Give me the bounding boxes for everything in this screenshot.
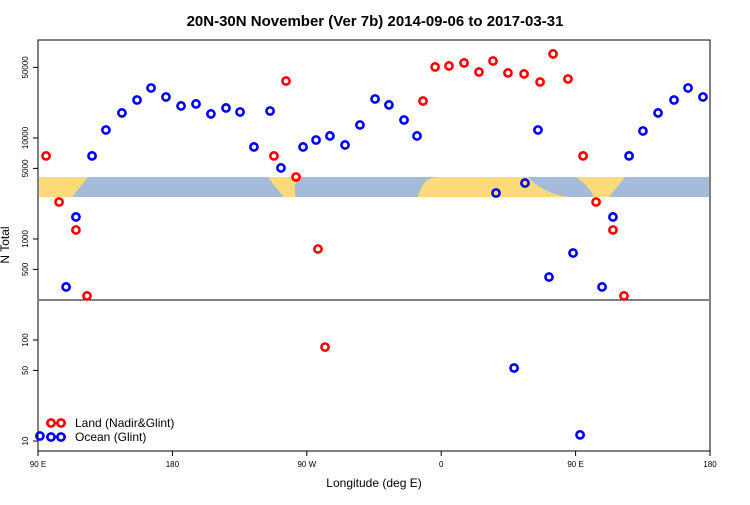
point	[474, 67, 484, 77]
x-tick-label: 0	[439, 460, 444, 469]
point	[340, 140, 350, 150]
y-tick-label: 50	[21, 365, 30, 374]
x-tick-label: 180	[166, 460, 180, 469]
point	[101, 125, 111, 135]
point	[61, 282, 71, 292]
point	[608, 225, 618, 235]
land-shape	[418, 177, 570, 197]
point	[206, 109, 216, 119]
point	[608, 212, 618, 222]
point	[503, 68, 513, 78]
point	[117, 108, 127, 118]
point	[235, 107, 245, 117]
point	[444, 61, 454, 71]
x-tick-label: 90 E	[567, 460, 583, 469]
x-tick-label: 180	[703, 460, 717, 469]
point	[430, 62, 440, 72]
point	[491, 188, 501, 198]
point	[146, 83, 156, 93]
legend-marker	[46, 418, 56, 428]
point	[276, 163, 286, 173]
point	[412, 131, 422, 141]
point	[568, 248, 578, 258]
point	[82, 291, 92, 301]
point	[548, 49, 558, 59]
y-tick-label: 1000	[21, 230, 30, 248]
point	[311, 135, 321, 145]
point	[563, 74, 573, 84]
point	[535, 77, 545, 87]
y-tick-label: 50000	[21, 56, 30, 79]
legend-marker	[56, 418, 66, 428]
land-shape	[39, 177, 88, 197]
point	[624, 150, 634, 161]
point	[578, 150, 588, 161]
point	[591, 197, 601, 207]
point	[161, 92, 171, 102]
point	[698, 92, 708, 102]
point	[249, 142, 259, 152]
point	[191, 99, 201, 109]
point	[544, 272, 554, 282]
plot-frame	[37, 39, 711, 452]
point	[399, 115, 409, 125]
point	[669, 95, 679, 105]
legend-label: Land (Nadir&Glint)	[75, 416, 174, 430]
point	[320, 342, 330, 353]
point	[509, 363, 519, 373]
point	[313, 244, 323, 254]
point	[269, 150, 279, 161]
point	[87, 150, 97, 161]
point	[638, 126, 648, 136]
point	[488, 56, 498, 66]
point	[459, 58, 469, 68]
y-tick-label: 5000	[21, 159, 30, 177]
point	[370, 94, 380, 104]
point	[71, 225, 81, 235]
legend: Land (Nadir&Glint)Ocean (Glint)	[46, 416, 174, 444]
point	[291, 172, 301, 182]
land-shape	[576, 177, 625, 197]
y-tick-label: 100	[21, 333, 30, 347]
point	[35, 431, 45, 441]
point	[221, 103, 231, 113]
point	[132, 95, 142, 105]
y-tick-label: 10	[21, 436, 30, 445]
chart-title: 20N-30N November (Ver 7b) 2014-09-06 to …	[187, 13, 564, 30]
point	[355, 120, 365, 130]
point	[176, 101, 186, 111]
land-shape	[268, 177, 300, 197]
y-tick-label: 500	[21, 262, 30, 276]
point	[418, 96, 428, 106]
point	[384, 100, 394, 110]
point	[519, 69, 529, 79]
legend-label: Ocean (Glint)	[75, 430, 146, 444]
point	[298, 142, 308, 152]
point	[533, 125, 543, 135]
point	[520, 178, 530, 188]
point	[619, 291, 629, 301]
point	[71, 212, 81, 222]
point	[575, 429, 585, 440]
map-strip	[39, 177, 709, 197]
legend-marker	[56, 432, 66, 442]
point	[325, 131, 335, 141]
point	[597, 282, 607, 292]
point	[653, 108, 663, 118]
x-tick-label: 90 W	[297, 460, 316, 469]
y-axis-label: N Total	[0, 226, 12, 263]
x-axis-label: Longitude (deg E)	[326, 476, 421, 490]
point	[683, 83, 693, 93]
point	[281, 76, 291, 86]
y-tick-label: 10000	[21, 126, 30, 149]
point	[54, 197, 64, 207]
point	[41, 150, 51, 161]
x-tick-label: 90 E	[30, 460, 46, 469]
legend-marker	[46, 432, 56, 442]
point	[265, 106, 275, 116]
